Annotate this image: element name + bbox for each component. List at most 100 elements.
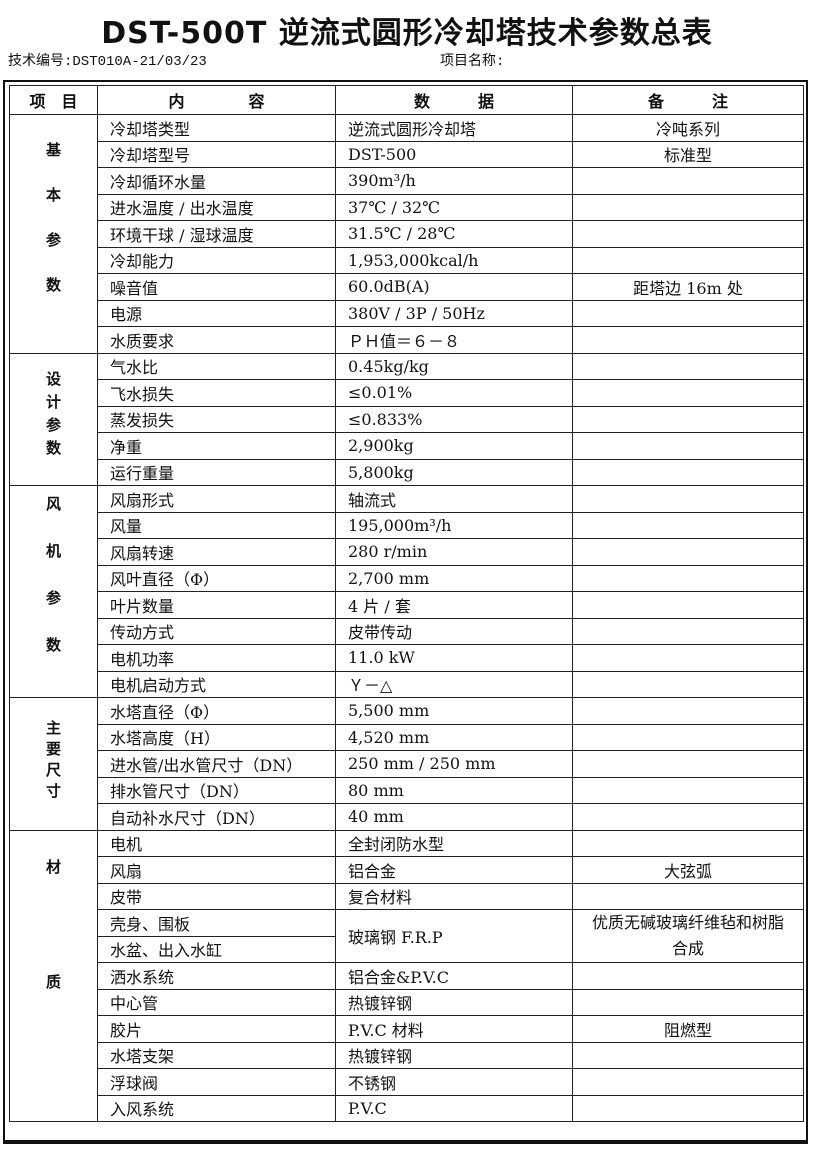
table-row: 电源 380V / 3P / 50Hz [10,299,804,327]
value-cell: 1,953,000kcal/h [335,246,573,274]
category-cell: 设计参数 [9,352,98,486]
value-cell: 复合材料 [335,882,573,910]
remark-cell [572,511,804,539]
table-row: 材质 电机 全封闭防水型 [9,829,804,1122]
item-cell: 水塔支架 [97,1041,336,1069]
remark-cell [572,617,804,645]
category-cell: 材质 [9,829,98,1122]
value-cell: 4,520 mm [335,723,573,751]
table-row: 风机参数 风扇形式 轴流式 [9,485,804,698]
table-row: 壳身、围板 玻璃钢 F.R.P 优质无碱玻璃纤维毡和树脂合成 [10,909,804,963]
remark-cell [572,750,804,778]
remark-cell: 大弦弧 [572,856,804,884]
item-cell: 电机功率 [97,644,336,672]
item-cell: 水塔直径（Φ） [97,697,336,725]
value-cell: DST-500 [335,140,573,168]
remark-cell [572,167,804,195]
item-cell: 噪音值 [97,273,336,301]
remark-cell [572,1094,804,1122]
remark-cell [572,352,804,380]
category-cell: 主要尺寸 [9,697,98,831]
table-row: 风叶直径（Φ） 2,700 mm [10,564,804,592]
item-cell: 风叶直径（Φ） [97,564,336,592]
table-row: 风扇 铝合金 大弦弧 [10,856,804,884]
value-cell: 4 片 / 套 [335,591,573,619]
table-row: 水质要求 ＰＨ值＝６－８ [10,326,804,354]
table-row: 噪音值 60.0dB(A) 距塔边 16m 处 [10,273,804,301]
value-cell: 全封闭防水型 [335,829,573,857]
remark-cell [572,591,804,619]
remark-cell [572,326,804,354]
remark-cell [572,379,804,407]
table-row: 进水温度 / 出水温度 37℃ / 32℃ [10,193,804,221]
remark-cell [572,485,804,513]
value-cell: 不锈钢 [335,1068,573,1096]
remark-cell [572,829,804,857]
remark-cell [572,299,804,327]
table-row: 净重 2,900kg [10,432,804,460]
item-cell: 电源 [97,299,336,327]
value-cell: 轴流式 [335,485,573,513]
value-cell: Ｙ－△ [335,670,573,698]
remark-cell: 标准型 [572,140,804,168]
remark-cell [572,564,804,592]
table-row: 洒水系统 铝合金&P.V.C [10,962,804,990]
item-cell: 自动补水尺寸（DN） [97,803,336,831]
category-cell: 风机参数 [9,485,98,698]
remark-cell [572,644,804,672]
value-cell: 31.5℃ / 28℃ [335,220,573,248]
item-cell: 电机启动方式 [97,670,336,698]
table-row: 设计参数 气水比 0.45kg/kg [9,352,804,486]
item-cell: 水质要求 [97,326,336,354]
table-row: 水塔支架 热镀锌钢 [10,1041,804,1069]
header-row: 项 目 内 容 数 据 备 注 [9,85,804,115]
value-cell: 皮带传动 [335,617,573,645]
item-cell: 壳身、围板 [97,909,336,937]
table-row: 水盆、出入水缸 [10,935,804,963]
value-cell: 37℃ / 32℃ [335,193,573,221]
value-cell: 2,700 mm [335,564,573,592]
header-item: 项 目 [9,85,98,115]
value-cell: 5,800kg [335,458,573,486]
item-cell: 电机 [97,829,336,857]
remark-cell [572,882,804,910]
remark-cell [572,458,804,486]
item-cell: 水塔高度（H） [97,723,336,751]
item-cell: 风扇形式 [97,485,336,513]
document-title: DST-500T 逆流式圆形冷却塔技术参数总表 [101,16,713,51]
table-row: 风量 195,000m³/h [10,511,804,539]
remark-cell [572,697,804,725]
table-row: 进水管/出水管尺寸（DN） 250 mm / 250 mm [10,750,804,778]
remark-cell [572,988,804,1016]
item-cell: 中心管 [97,988,336,1016]
table-row: 飞水损失 ≤0.01% [10,379,804,407]
table-row: 主要尺寸 水塔直径（Φ） 5,500 mm [9,697,804,831]
table-row: 入风系统 P.V.C [10,1094,804,1122]
spec-table-body: 基本参数 冷却塔类型 逆流式圆形冷却塔 冷吨系列 冷却塔型号 DST-500 标准型 冷却循环… [9,114,804,1122]
remark-cell [572,1041,804,1069]
remark-cell [572,670,804,698]
table-row: 基本参数 冷却塔类型 逆流式圆形冷却塔 冷吨系列 [9,114,804,354]
value-cell: P.V.C [335,1094,573,1122]
remark-cell [572,405,804,433]
table-row: 运行重量 5,800kg [10,458,804,486]
remark-cell [572,193,804,221]
category-label: 风机参数 [44,495,62,684]
table-row: 传动方式 皮带传动 [10,617,804,645]
item-cell: 冷却塔型号 [97,140,336,168]
value-cell: 280 r/min [335,538,573,566]
table-row: 胶片 P.V.C 材料 阻燃型 [10,1015,804,1043]
table-row: 中心管 热镀锌钢 [10,988,804,1016]
item-cell: 洒水系统 [97,962,336,990]
category-label: 基本参数 [44,141,62,322]
value-cell: 5,500 mm [335,697,573,725]
item-cell: 风扇转速 [97,538,336,566]
item-cell: 净重 [97,432,336,460]
table-row: 蒸发损失 ≤0.833% [10,405,804,433]
item-cell: 皮带 [97,882,336,910]
value-cell: 2,900kg [335,432,573,460]
item-cell: 水盆、出入水缸 [97,935,336,963]
item-cell: 进水温度 / 出水温度 [97,193,336,221]
value-cell: ＰＨ值＝６－８ [335,326,573,354]
table-row: 叶片数量 4 片 / 套 [10,591,804,619]
